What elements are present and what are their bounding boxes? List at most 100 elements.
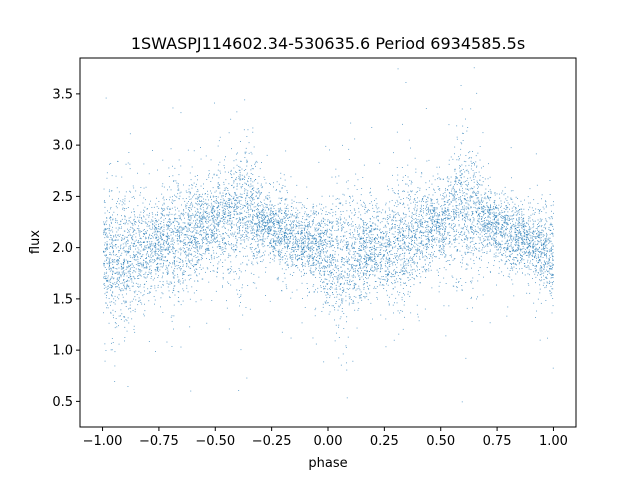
data-point xyxy=(408,228,410,230)
data-point xyxy=(182,215,184,217)
data-point xyxy=(158,219,160,221)
data-point xyxy=(447,218,449,220)
data-point xyxy=(443,305,445,307)
data-point xyxy=(246,234,248,236)
data-point xyxy=(481,231,483,233)
data-point xyxy=(277,276,279,278)
data-point xyxy=(257,246,259,248)
data-point xyxy=(224,159,225,161)
data-point xyxy=(109,262,111,264)
data-point xyxy=(264,209,266,211)
data-point xyxy=(188,241,190,243)
data-point xyxy=(451,275,453,277)
data-point xyxy=(488,222,490,224)
data-point xyxy=(362,205,364,207)
data-point xyxy=(183,239,184,241)
data-point xyxy=(111,277,113,279)
data-point xyxy=(147,293,149,294)
data-point xyxy=(152,279,154,281)
data-point xyxy=(471,231,472,233)
data-point xyxy=(504,201,505,203)
data-point xyxy=(105,297,107,299)
data-point xyxy=(469,196,471,198)
data-point xyxy=(255,229,257,231)
data-point xyxy=(367,285,368,287)
data-point xyxy=(452,211,454,213)
data-point xyxy=(217,234,219,236)
data-point xyxy=(304,228,306,230)
data-point xyxy=(359,228,361,230)
data-point xyxy=(120,276,122,278)
data-point xyxy=(267,245,269,246)
data-point xyxy=(403,223,405,225)
data-point xyxy=(521,237,523,239)
data-point xyxy=(433,239,434,241)
data-point xyxy=(338,175,340,177)
data-point xyxy=(473,244,475,245)
data-point xyxy=(212,196,214,198)
data-point xyxy=(425,270,426,272)
data-point xyxy=(276,278,278,280)
data-point xyxy=(549,280,550,282)
data-point xyxy=(453,190,455,192)
data-point xyxy=(346,362,347,364)
data-point xyxy=(152,256,154,257)
data-point xyxy=(157,228,159,230)
data-point xyxy=(354,286,355,288)
data-point xyxy=(112,239,113,241)
data-point xyxy=(168,290,170,292)
data-point xyxy=(295,207,297,209)
data-point xyxy=(334,259,336,261)
data-point xyxy=(310,235,312,237)
data-point xyxy=(420,211,422,212)
data-point xyxy=(463,209,465,210)
data-point xyxy=(377,255,379,257)
data-point xyxy=(210,211,212,213)
data-point xyxy=(207,227,209,229)
data-point xyxy=(396,272,398,273)
data-point xyxy=(439,189,441,191)
data-point xyxy=(400,236,401,237)
data-point xyxy=(545,276,547,278)
data-point xyxy=(464,199,466,201)
data-point xyxy=(308,234,310,236)
data-point xyxy=(167,235,169,237)
data-point xyxy=(507,220,509,221)
data-point xyxy=(334,253,336,255)
data-point xyxy=(211,223,213,225)
data-point xyxy=(180,112,182,114)
data-point xyxy=(457,194,458,196)
data-point xyxy=(242,222,244,224)
data-point xyxy=(283,231,285,233)
data-point xyxy=(259,195,260,197)
data-point xyxy=(292,244,294,246)
data-point xyxy=(258,176,260,177)
data-point xyxy=(490,224,492,226)
data-point xyxy=(503,230,505,232)
data-point xyxy=(453,226,454,228)
data-point xyxy=(272,249,274,251)
data-point xyxy=(482,165,484,167)
data-point xyxy=(275,244,277,246)
data-point xyxy=(312,249,313,251)
data-point xyxy=(256,257,258,259)
data-point xyxy=(147,262,149,264)
data-point xyxy=(396,278,397,280)
data-point xyxy=(281,228,283,230)
data-point xyxy=(408,227,410,229)
data-point xyxy=(532,244,534,246)
data-point xyxy=(126,293,127,295)
data-point xyxy=(252,235,254,237)
data-point xyxy=(326,231,328,233)
data-point xyxy=(161,246,163,248)
data-point xyxy=(409,274,411,276)
data-point xyxy=(248,204,250,206)
data-point xyxy=(159,237,161,239)
data-point xyxy=(251,239,253,240)
data-point xyxy=(409,295,411,297)
data-point xyxy=(532,244,534,245)
data-point xyxy=(496,193,498,195)
data-point xyxy=(496,243,498,245)
data-point xyxy=(302,248,303,250)
data-point xyxy=(358,207,360,209)
